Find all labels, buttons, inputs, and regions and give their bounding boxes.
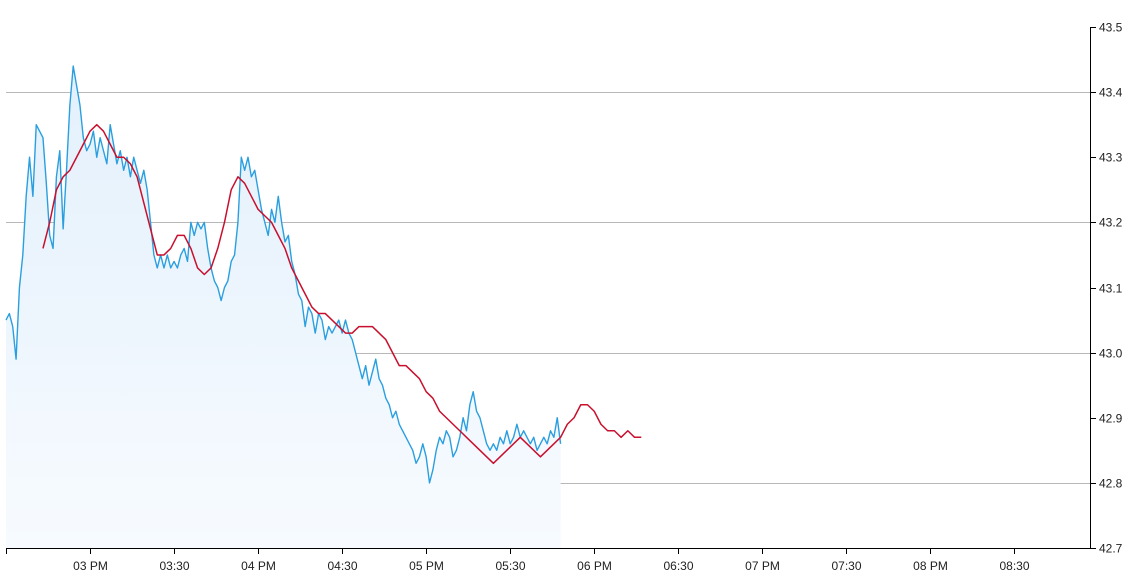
- x-tick-label: 08:30: [999, 559, 1029, 573]
- y-tick-label: 42.8: [1099, 477, 1123, 491]
- x-tick-label: 05:30: [495, 559, 525, 573]
- series-lines: [5, 65, 642, 484]
- x-tick-label: 07:30: [831, 559, 861, 573]
- x-tick-label: 08 PM: [913, 559, 948, 573]
- y-tick-label: 43.3: [1099, 151, 1123, 165]
- x-tick-label: 06:30: [663, 559, 693, 573]
- y-tick-label: 43.2: [1099, 216, 1123, 230]
- x-tick-label: 03:30: [159, 559, 189, 573]
- y-tick-label: 42.7: [1099, 542, 1123, 556]
- y-tick-label: 43.1: [1099, 282, 1123, 296]
- price-area-fill: [6, 66, 561, 548]
- x-tick-label: 03 PM: [73, 559, 108, 573]
- axes: 03 PM 03:30 04 PM 04:30 05 PM 05:30 06 PM 06:30…: [6, 21, 1123, 573]
- price-series-line: [5, 65, 562, 484]
- price-area: [6, 66, 561, 548]
- x-tick-label: 05 PM: [409, 559, 444, 573]
- x-tick-label: 07 PM: [745, 559, 780, 573]
- x-tick-label: 04 PM: [241, 559, 276, 573]
- y-tick-label: 43.4: [1099, 86, 1123, 100]
- y-tick-label: 43.5: [1099, 21, 1123, 35]
- x-tick-label: 04:30: [327, 559, 357, 573]
- x-tick-label: 06 PM: [577, 559, 612, 573]
- y-tick-label: 43.0: [1099, 347, 1123, 361]
- average-series-line: [42, 123, 642, 465]
- y-tick-label: 42.9: [1099, 412, 1123, 426]
